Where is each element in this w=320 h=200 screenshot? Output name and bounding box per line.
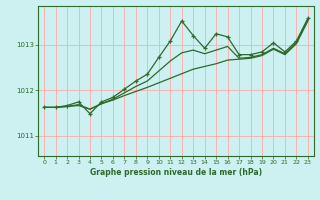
X-axis label: Graphe pression niveau de la mer (hPa): Graphe pression niveau de la mer (hPa) (90, 168, 262, 177)
